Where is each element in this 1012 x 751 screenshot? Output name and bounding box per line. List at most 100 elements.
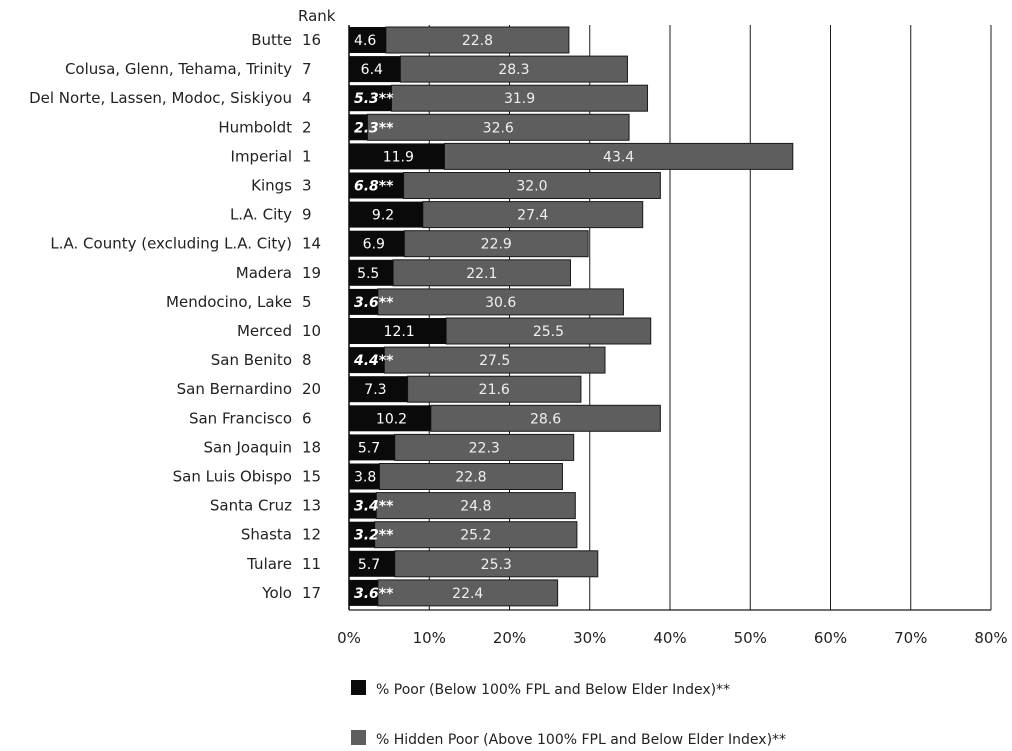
data-label-hidden-poor: 43.4: [603, 149, 634, 165]
x-tick-label: 70%: [894, 629, 927, 647]
rank-label: 1: [302, 147, 312, 165]
rank-header: Rank: [298, 7, 336, 25]
category-label: Imperial: [231, 147, 292, 165]
rank-label: 19: [302, 264, 321, 282]
x-tick-label: 10%: [413, 629, 446, 647]
bar-poor: [349, 85, 392, 112]
data-label-hidden-poor: 22.1: [466, 266, 497, 282]
bar-poor: [349, 318, 447, 344]
bar-poor: [349, 463, 380, 490]
category-label: L.A. County (excluding L.A. City): [50, 235, 292, 253]
rank-label: 5: [302, 293, 312, 311]
category-label: Kings: [251, 177, 292, 195]
bar-poor: [349, 114, 368, 141]
rank-label: 17: [302, 584, 321, 602]
x-tick-label: 50%: [734, 629, 767, 647]
data-label-hidden-poor: 25.2: [460, 528, 491, 544]
rank-label: 14: [302, 235, 321, 253]
x-tick-labels: 0% 10% 20% 30% 40% 50% 60% 70% 80%: [337, 629, 1008, 647]
rank-label: 15: [302, 468, 321, 486]
data-label-poor: 5.7: [358, 557, 380, 573]
category-label: Yolo: [261, 584, 292, 602]
rank-label: 9: [302, 206, 312, 224]
bar-hidden-poor: [383, 346, 606, 374]
x-tick-label: 40%: [653, 629, 686, 647]
data-label-poor: 2.3**: [354, 120, 394, 136]
category-label: Humboldt: [218, 118, 292, 136]
bar-poor: [349, 347, 385, 374]
data-label-hidden-poor: 22.3: [469, 440, 500, 456]
rank-label: 3: [302, 177, 312, 195]
category-label: Madera: [236, 264, 292, 282]
bar-hidden-poor: [366, 113, 630, 141]
x-tick-label: 60%: [814, 629, 847, 647]
bar-hidden-poor: [399, 55, 628, 83]
rank-label: 16: [302, 31, 321, 49]
bar-hidden-poor: [394, 433, 575, 461]
rank-label: 20: [302, 380, 321, 398]
data-label-hidden-poor: 32.0: [516, 179, 547, 195]
data-label-hidden-poor: 32.6: [483, 120, 514, 136]
category-label: Colusa, Glenn, Tehama, Trinity: [65, 60, 292, 78]
bar-hidden-poor: [403, 172, 661, 199]
category-label: Butte: [251, 31, 292, 49]
bar-hidden-poor: [385, 26, 570, 54]
bar-poor: [349, 434, 395, 461]
data-label-hidden-poor: 28.6: [530, 411, 561, 427]
bar-hidden-poor: [391, 84, 649, 112]
x-tick-label: 20%: [493, 629, 526, 647]
bar-hidden-poor: [422, 201, 644, 229]
data-label-hidden-poor: 22.4: [452, 586, 483, 602]
legend-swatch-hidden-poor: [351, 730, 366, 745]
rank-label: 2: [302, 118, 312, 136]
category-label: L.A. City: [230, 206, 292, 224]
rank-label: 10: [302, 322, 321, 340]
data-label-poor: 6.8**: [354, 179, 394, 195]
rank-label: 4: [302, 89, 312, 107]
bar-poor: [349, 259, 394, 286]
category-label: San Joaquin: [204, 438, 292, 456]
category-label: Shasta: [241, 526, 292, 544]
data-label-poor: 9.2: [372, 208, 394, 224]
legend-label-poor: % Poor (Below 100% FPL and Below Elder I…: [376, 682, 730, 698]
data-label-hidden-poor: 22.8: [462, 33, 493, 49]
category-label: San Benito: [211, 351, 292, 369]
data-label-poor: 6.4: [361, 62, 383, 78]
bar-poor: [349, 376, 408, 403]
data-label-poor: 6.9: [363, 237, 385, 253]
data-label-poor: 3.4**: [354, 499, 394, 515]
rank-label: 11: [302, 555, 321, 573]
bar-poor: [349, 56, 401, 83]
data-label-poor: 3.2**: [354, 528, 394, 544]
bar-hidden-poor: [430, 404, 661, 432]
bar-hidden-poor: [377, 288, 624, 316]
bar-poor: [349, 521, 375, 548]
data-label-poor: 5.3**: [354, 91, 394, 107]
data-label-hidden-poor: 27.5: [479, 353, 510, 369]
bar-poor: [349, 27, 386, 53]
category-label: San Luis Obispo: [173, 468, 292, 486]
bar-hidden-poor: [378, 463, 563, 490]
data-label-poor: 5.7: [358, 440, 380, 456]
category-label: Tulare: [246, 555, 292, 573]
bars: 4.6 22.8 6.4 28.3 5.3** 31.9 2.3** 32.6 11.9 43.4…: [349, 26, 794, 607]
data-label-poor: 10.2: [376, 411, 407, 427]
data-label-hidden-poor: 27.4: [517, 208, 548, 224]
rank-label: 6: [302, 409, 312, 427]
bar-poor: [349, 143, 445, 170]
bar-hidden-poor: [403, 230, 589, 258]
bar-hidden-poor: [407, 375, 582, 403]
bar-poor: [349, 579, 378, 606]
x-tick-label: 30%: [573, 629, 606, 647]
legend-swatch-poor: [351, 680, 366, 695]
legend-label-hidden-poor: % Hidden Poor (Above 100% FPL and Below …: [376, 732, 786, 748]
data-label-poor: 4.6: [354, 33, 376, 49]
bar-hidden-poor: [377, 579, 559, 607]
data-label-hidden-poor: 24.8: [460, 499, 491, 515]
bar-poor: [349, 172, 404, 199]
data-label-poor: 3.6**: [354, 586, 394, 602]
data-label-hidden-poor: 21.6: [479, 382, 510, 398]
rank-label: 13: [302, 497, 321, 515]
